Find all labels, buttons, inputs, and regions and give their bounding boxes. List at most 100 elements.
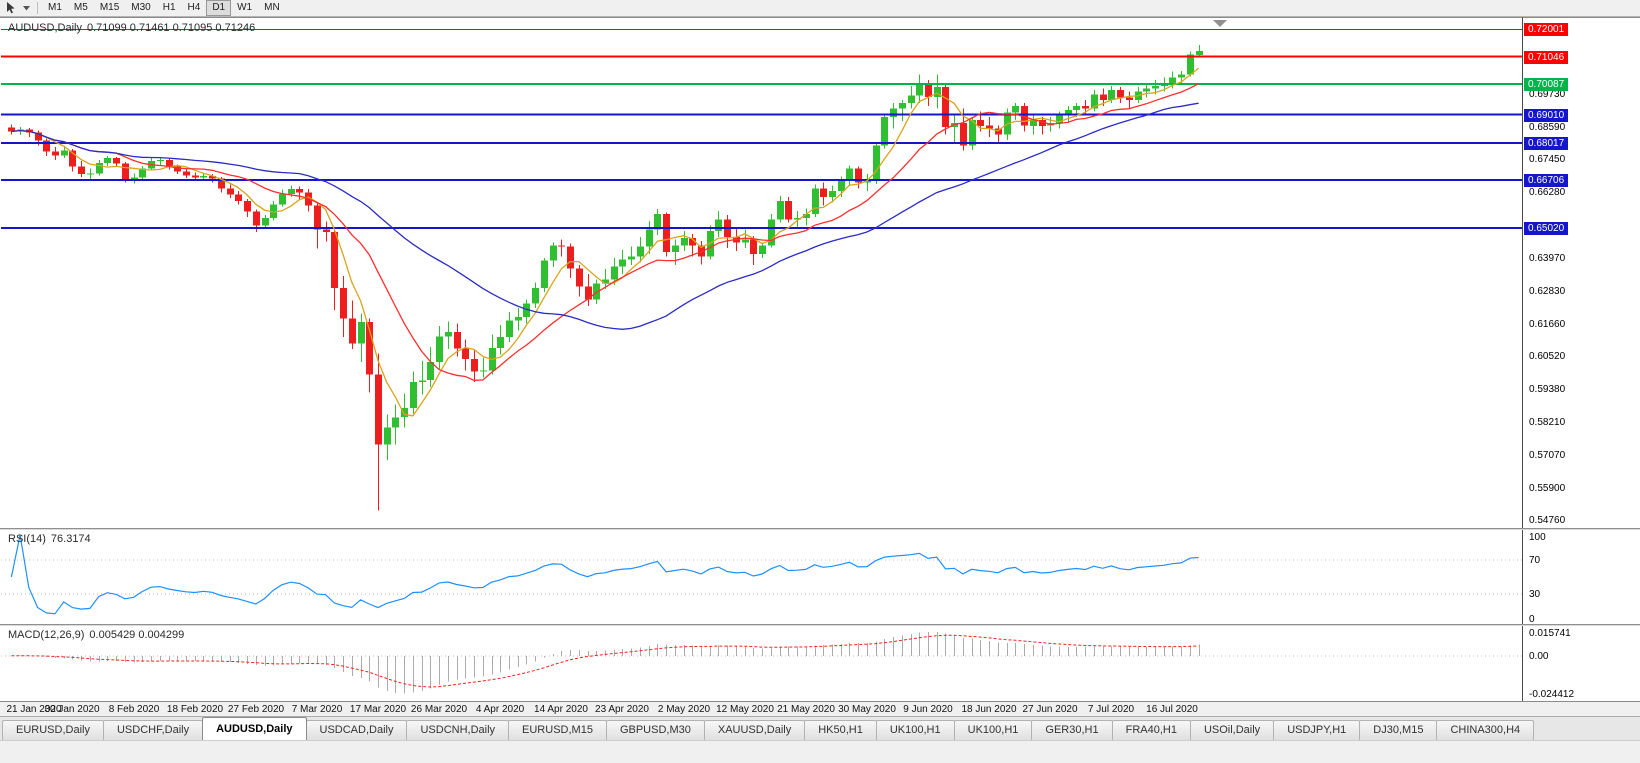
chart-shift-marker [1213, 20, 1227, 27]
chart-tab-usoil-daily[interactable]: USOil,Daily [1189, 720, 1275, 740]
chart-tab-bar: EURUSD,Daily USDCHF,Daily AUDUSD,Daily USDC… [0, 716, 1640, 740]
date-label: 18 Jun 2020 [961, 704, 1017, 715]
chart-tab-usdcnh-daily[interactable]: USDCNH,Daily [406, 720, 510, 740]
price-level-label: 0.72001 [1524, 23, 1569, 36]
chart-tab-xauusd-daily[interactable]: XAUUSD,Daily [703, 720, 806, 740]
moving-average-5 [11, 67, 1200, 417]
price-level-label: 0.71046 [1524, 51, 1569, 64]
chart-title: AUDUSD,Daily 0.71099 0.71461 0.71095 0.71… [8, 22, 255, 34]
price-scale-tick: 0.54760 [1529, 515, 1566, 526]
macd-label: MACD(12,26,9) 0.005429 0.004299 [8, 629, 184, 641]
date-label: 4 Apr 2020 [475, 704, 525, 715]
date-label: 7 Mar 2020 [291, 704, 343, 715]
price-scale[interactable]: 0.69730 0.68590 0.67450 0.66280 0.63970 0.628… [1522, 17, 1640, 701]
rsi-name: RSI(14) [8, 533, 46, 545]
macd-values: 0.005429 0.004299 [89, 629, 185, 641]
chart-tab-usdchf-daily[interactable]: USDCHF,Daily [102, 720, 204, 740]
rsi-scale-tick: 0 [1529, 614, 1535, 625]
timeframe-button-w1[interactable]: W1 [237, 2, 253, 13]
chart-tab-uk100-h1[interactable]: UK100,H1 [875, 720, 955, 740]
price-scale-tick: 0.68590 [1529, 122, 1566, 133]
timeframe-buttons: M1 M5 M15 M30 H1 H4 D1 W1 MN [42, 0, 286, 16]
chart-tab-audusd-daily[interactable]: AUDUSD,Daily [202, 717, 307, 740]
date-label: 27 Jun 2020 [1022, 704, 1078, 715]
macd-histogram [20, 631, 1200, 694]
price-level-label: 0.70087 [1524, 78, 1569, 91]
price-scale-tick: 0.57070 [1529, 450, 1566, 461]
price-level-label: 0.69010 [1524, 109, 1569, 122]
chart-tab-eurusd-daily[interactable]: EURUSD,Daily [2, 720, 104, 740]
timeframe-button-m15[interactable]: M15 [99, 2, 120, 13]
chart-tab-uk100-h1[interactable]: UK100,H1 [953, 720, 1033, 740]
chart-tab-usdcad-daily[interactable]: USDCAD,Daily [305, 720, 408, 740]
chart-tab-gbpusd-m30[interactable]: GBPUSD,M30 [605, 720, 705, 740]
price-level-label: 0.65020 [1524, 222, 1569, 235]
date-label: 9 Jun 2020 [903, 704, 953, 715]
date-label: 23 Apr 2020 [595, 704, 649, 715]
macd-signal-line [11, 634, 1199, 688]
rsi-label: RSI(14) 76.3174 [8, 533, 91, 545]
macd-scale-tick: -0.024412 [1529, 689, 1575, 700]
price-scale-tick: 0.61660 [1529, 319, 1566, 330]
date-label: 30 May 2020 [838, 704, 896, 715]
rsi-scale-tick: 100 [1529, 532, 1546, 543]
time-axis[interactable]: 21 Jan 2020 30 Jan 2020 8 Feb 2020 18 Feb 2… [0, 701, 1640, 716]
price-scale-tick: 0.58210 [1529, 417, 1566, 428]
date-label: 12 May 2020 [716, 704, 774, 715]
chart-ohlc-values: 0.71099 0.71461 0.71095 0.71246 [86, 22, 256, 34]
moving-average-34 [11, 102, 1199, 330]
chart-symbol-label: AUDUSD,Daily [8, 22, 82, 34]
date-label: 26 Mar 2020 [410, 704, 468, 715]
chart-tab-usdjpy-h1[interactable]: USDJPY,H1 [1273, 720, 1361, 740]
date-label: 27 Feb 2020 [227, 704, 285, 715]
date-label: 8 Feb 2020 [108, 704, 160, 715]
candlestick-chart[interactable] [1, 17, 1522, 528]
rsi-indicator-chart[interactable] [1, 530, 1522, 624]
chart-tab-china300-h4[interactable]: CHINA300,H4 [1436, 720, 1535, 740]
moving-average-13 [11, 83, 1199, 381]
timeframe-button-m1[interactable]: M1 [48, 2, 62, 13]
date-label: 7 Jul 2020 [1087, 704, 1135, 715]
timeframe-button-h4[interactable]: H4 [187, 2, 201, 13]
price-scale-tick: 0.62830 [1529, 286, 1566, 297]
price-scale-tick: 0.63970 [1529, 253, 1566, 264]
rsi-value: 76.3174 [50, 533, 91, 545]
timeframe-button-m5[interactable]: M5 [73, 2, 88, 13]
date-label: 30 Jan 2020 [44, 704, 100, 715]
date-label: 18 Feb 2020 [166, 704, 224, 715]
panel-splitter-macd[interactable] [0, 624, 1640, 626]
timeframe-button-mn[interactable]: MN [264, 2, 280, 13]
chart-tab-dj30-m15[interactable]: DJ30,M15 [1359, 720, 1438, 740]
date-label: 17 Mar 2020 [349, 704, 407, 715]
price-level-label: 0.66706 [1524, 174, 1569, 187]
timeframe-toolbar: M1 M5 M15 M30 H1 H4 D1 W1 MN [0, 0, 1640, 17]
macd-indicator-chart[interactable] [1, 626, 1522, 701]
status-bar [0, 740, 1640, 763]
dropdown-caret-icon[interactable] [19, 2, 34, 15]
price-scale-tick: 0.60520 [1529, 351, 1566, 362]
toolbar-separator [37, 2, 38, 14]
price-level-label: 0.68017 [1524, 137, 1569, 150]
timeframe-button-h1[interactable]: H1 [162, 2, 176, 13]
rsi-line [10, 534, 1199, 615]
chart-tab-eurusd-m15[interactable]: EURUSD,M15 [508, 720, 607, 740]
price-scale-tick: 0.66280 [1529, 187, 1566, 198]
timeframe-button-m30[interactable]: M30 [131, 2, 151, 13]
date-label: 2 May 2020 [657, 704, 711, 715]
rsi-scale-tick: 30 [1529, 589, 1541, 600]
rsi-scale-tick: 70 [1529, 555, 1541, 566]
price-scale-tick: 0.59380 [1529, 384, 1566, 395]
price-scale-tick: 0.67450 [1529, 154, 1566, 165]
chart-tab-hk50-h1[interactable]: HK50,H1 [804, 720, 877, 740]
chart-tab-fra40-h1[interactable]: FRA40,H1 [1111, 720, 1191, 740]
macd-scale-tick: 0.00 [1529, 651, 1549, 662]
cursor-tool-icon[interactable] [3, 2, 18, 15]
panel-splitter-rsi[interactable] [0, 528, 1640, 530]
chart-background [0, 17, 1522, 701]
timeframe-button-d1[interactable]: D1 [206, 0, 232, 16]
chart-tab-ger30-h1[interactable]: GER30,H1 [1031, 720, 1113, 740]
date-label: 14 Apr 2020 [534, 704, 588, 715]
price-scale-tick: 0.55900 [1529, 483, 1566, 494]
date-label: 16 Jul 2020 [1146, 704, 1198, 715]
